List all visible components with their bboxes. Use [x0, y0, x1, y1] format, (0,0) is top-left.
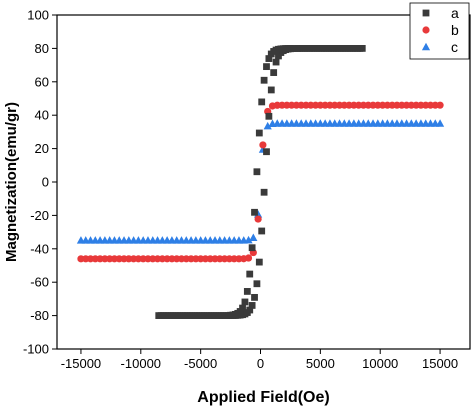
y-tick-label: -60: [30, 275, 49, 290]
data-point-a: [253, 280, 261, 288]
x-tick-label: 0: [257, 356, 264, 371]
data-point-c: [244, 235, 253, 244]
data-point-a: [255, 129, 263, 137]
data-point-a: [258, 98, 266, 106]
legend-marker-b: [422, 26, 430, 34]
legend-marker-c: [421, 42, 431, 51]
y-tick-label: -80: [30, 308, 49, 323]
x-tick-label: 5000: [306, 356, 335, 371]
data-point-c: [254, 210, 263, 218]
data-point-a: [251, 293, 258, 301]
data-point-b: [436, 101, 444, 109]
legend-label-b: b: [451, 22, 459, 38]
data-point-a: [241, 298, 249, 306]
data-point-c: [249, 233, 258, 241]
axes: -15000 -10000 -5000 0 5000 10000 15000 -100 -80 -…: [23, 8, 458, 372]
data-point-a: [267, 86, 275, 94]
series-b: [77, 101, 444, 263]
data-point-a: [265, 55, 273, 62]
data-point-a: [227, 311, 234, 319]
x-axis-title: Applied Field(Oe): [197, 389, 329, 406]
data-point-a: [243, 288, 251, 295]
data-point-c: [263, 121, 272, 130]
data-point-b: [259, 141, 267, 149]
data-point-a: [239, 304, 246, 312]
data-point-a: [358, 45, 366, 52]
y-tick-label: -20: [30, 208, 49, 223]
legend-label-c: c: [451, 39, 458, 55]
data-point-a: [253, 168, 261, 176]
data-point-b: [244, 254, 253, 262]
legend-marker-a: [422, 9, 430, 17]
data-point-c: [435, 119, 445, 127]
x-tick-label: -10000: [121, 356, 161, 371]
y-tick-label: 40: [35, 108, 49, 123]
data-point-a: [260, 76, 268, 84]
data-point-a: [263, 63, 270, 71]
data-point-a: [246, 270, 254, 278]
legend-box: [409, 2, 470, 60]
plot-marks: [76, 45, 445, 319]
y-tick-label: 0: [42, 175, 49, 190]
data-point-a: [258, 227, 266, 235]
series-a: [155, 45, 366, 319]
y-axis-title: Magnetization(emu/gr): [3, 102, 20, 262]
y-tick-label: 100: [27, 8, 49, 23]
data-point-a: [248, 244, 256, 252]
y-tick-label: 60: [35, 74, 49, 89]
data-point-a: [255, 258, 263, 266]
y-tick-label: 20: [35, 141, 49, 156]
y-tick-label: 80: [35, 41, 49, 56]
data-point-a: [260, 188, 268, 196]
data-point-a: [270, 69, 278, 76]
x-tick-label: -5000: [184, 356, 217, 371]
data-point-a: [267, 50, 275, 58]
data-point-b: [254, 215, 262, 223]
data-point-a: [251, 208, 258, 216]
legend-label-a: a: [451, 5, 459, 21]
data-point-a: [248, 302, 256, 309]
legend: abc: [409, 2, 470, 60]
data-point-a: [246, 306, 254, 314]
data-point-a: [272, 58, 280, 66]
data-point-a: [265, 112, 273, 120]
x-tick-label: 10000: [362, 356, 398, 371]
data-point-a: [263, 148, 270, 156]
data-point-a: [275, 52, 282, 60]
y-tick-label: -100: [23, 342, 49, 357]
y-tick-label: -40: [30, 241, 49, 256]
x-tick-label: 15000: [422, 356, 458, 371]
series-c: [76, 119, 445, 244]
x-tick-label: -15000: [61, 356, 101, 371]
